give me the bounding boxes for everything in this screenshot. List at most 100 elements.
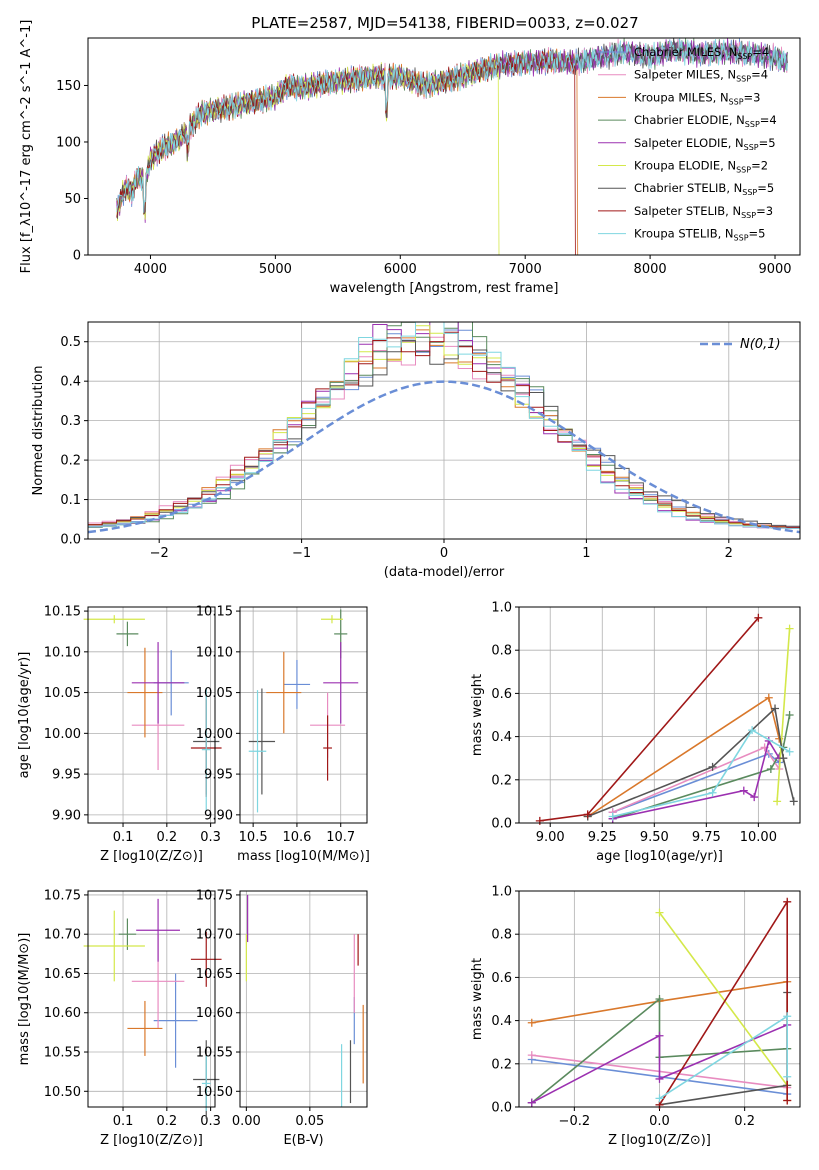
mass-vs-ebv-ytick-label: 10.70 (196, 928, 233, 943)
weight-vs-z-marker-kroupa_stelib (655, 1094, 664, 1103)
age-vs-mass-xtick-label: 10.5 (239, 830, 268, 845)
weight-vs-z-xtick-label: 0.2 (734, 1114, 755, 1129)
spectrum-xtick-label: 5000 (259, 262, 292, 277)
age-vs-mass-point-salpeter_stelib (323, 715, 332, 781)
age-vs-z-frame (87, 606, 216, 824)
age-vs-z-ytick-label: 10.15 (44, 605, 81, 620)
weight-vs-age-marker-salpeter_elodie (750, 793, 759, 802)
weight-vs-z-ytick-label: 0.2 (491, 1057, 512, 1072)
mass-vs-z-point-salpeter_elodie (136, 898, 180, 962)
residual-hist-ytick-label: 0.1 (60, 493, 81, 508)
weight-vs-z-marker-salpeter_elodie (527, 1098, 536, 1107)
age-vs-mass-point-chabrier_miles (283, 659, 311, 709)
weight-vs-age-ytick-label: 0.0 (491, 817, 512, 832)
mass-vs-z-xlabel: Z [log10(Z/Z⊙)] (100, 1133, 203, 1148)
weight-vs-age-marker-chabrier_stelib (789, 797, 798, 806)
weight-vs-age-marker-salpeter_stelib (535, 816, 544, 825)
residual-hist-frame (87, 321, 801, 540)
spectrum-title: PLATE=2587, MJD=54138, FIBERID=0033, z=0… (251, 14, 638, 32)
age-vs-z-ylabel: age [log10(age/yr)] (17, 652, 32, 779)
weight-vs-age-marker-salpeter_stelib (754, 613, 763, 622)
reference-gaussian-curve (87, 380, 801, 534)
residual-hist-ytick-label: 0.2 (60, 454, 81, 469)
weight-vs-z-axes: −0.2 0.0 0.2 0.0 0.2 0.4 0.6 0.8 1.0 (491, 885, 800, 1129)
age-vs-z-point-kroupa_miles (127, 647, 163, 738)
residual-hist-xtick-label: 2 (725, 546, 733, 561)
weight-vs-z-marker-salpeter_stelib (783, 897, 792, 906)
legend-entry-chabrier_elodie: Chabrier ELODIE, NSSP=4 (634, 113, 777, 129)
residual-hist-xtick-label: 1 (582, 546, 590, 561)
age-vs-z-ytick-label: 9.90 (52, 808, 81, 823)
weight-vs-age-marker-chabrier_stelib (771, 704, 780, 713)
age-vs-mass-point-kroupa_miles (266, 651, 302, 734)
mass-vs-z-ytick-label: 10.75 (44, 888, 81, 903)
age-vs-z-xtick-label: 0.3 (200, 830, 221, 845)
legend-entry-salpeter_stelib: Salpeter STELIB, NSSP=3 (634, 204, 773, 220)
age-vs-mass-ytick-label: 10.00 (196, 727, 233, 742)
age-vs-mass-ytick-label: 10.10 (196, 645, 233, 660)
weight-vs-age-series-kroupa_miles (587, 696, 780, 818)
weight-vs-age-series-salpeter_stelib (539, 617, 760, 822)
spectrum-axes: 4000 5000 6000 7000 8000 9000 0 50 100 150 (56, 79, 791, 277)
weight-vs-z-ytick-label: 0.4 (491, 1014, 512, 1029)
mass-vs-z-frame (87, 890, 216, 1108)
residual-hist-ylabel: Normed distribution (31, 366, 46, 496)
weight-vs-age-xtick-label: 9.75 (692, 830, 721, 845)
age-vs-z-point-kroupa_stelib (201, 688, 211, 811)
mass-vs-z-ylabel: mass [log10(M/M⊙)] (17, 933, 32, 1066)
weight-vs-age-xlabel: age [log10(age/yr)] (596, 849, 723, 864)
spectrum-xlabel: wavelength [Angstrom, rest frame] (330, 281, 559, 296)
mass-vs-ebv-xtick-label: 0.05 (295, 1114, 324, 1129)
weight-vs-z-series-chabrier_elodie (531, 997, 788, 1104)
age-vs-z-xtick-label: 0.1 (113, 830, 134, 845)
weight-vs-z-series-chabrier_stelib (659, 992, 788, 1106)
age-vs-z-ytick-label: 10.10 (44, 645, 81, 660)
mass-vs-z-point-chabrier_miles (153, 973, 198, 1068)
weight-vs-z-xtick-label: 0.0 (649, 1114, 670, 1129)
age-vs-mass-xtick-label: 10.6 (282, 830, 311, 845)
weight-vs-age-frame (518, 606, 801, 824)
spectrum-ylabel: Flux [f_λ10^-17 erg cm^-2 s^-1 A^-1] (19, 20, 34, 274)
mass-vs-z-point-kroupa_miles (127, 1000, 163, 1056)
weight-vs-z-series-salpeter_stelib (658, 899, 788, 1106)
age-vs-mass-frame (239, 606, 368, 824)
weight-vs-age-marker-kroupa_elodie (785, 624, 794, 633)
weight-vs-age-marker-chabrier_elodie (766, 765, 775, 773)
weight-vs-age-series-kroupa_elodie (776, 628, 791, 802)
age-vs-mass-point-chabrier_stelib (248, 688, 276, 795)
spectrum-line-kroupa_stelib (116, 38, 788, 213)
hist-legend-label: N(0,1) (740, 337, 781, 352)
mass-vs-ebv-xtick-label: 0.00 (232, 1114, 261, 1129)
residual-hist-xtick-label: −2 (150, 546, 169, 561)
spectrum-legend: Chabrier MILES, NSSP=4 Salpeter MILES, NS… (598, 45, 777, 243)
weight-vs-z-frame (518, 890, 801, 1108)
age-vs-mass-xtick-label: 10.7 (326, 830, 355, 845)
spectrum-xtick-label: 4000 (134, 262, 167, 277)
weight-vs-z-marker-salpeter_elodie (655, 1074, 664, 1083)
legend-entry-chabrier_stelib: Chabrier STELIB, NSSP=5 (634, 181, 774, 197)
weight-vs-z-marker-kroupa_stelib (783, 1012, 792, 1021)
spectrum-xtick-label: 9000 (758, 262, 791, 277)
mass-vs-z-point-kroupa_elodie (83, 910, 145, 982)
age-vs-mass-ytick-label: 9.90 (204, 808, 233, 823)
residual-hist-xlabel: (data-model)/error (384, 565, 505, 580)
weight-vs-z-ylabel: mass weight (470, 958, 485, 1040)
mass-vs-z-xtick-label: 0.2 (156, 1114, 177, 1129)
spectrum-xtick-label: 6000 (384, 262, 417, 277)
weight-vs-z-series-kroupa_elodie (658, 912, 788, 1086)
age-vs-mass-ytick-label: 10.15 (196, 605, 233, 620)
weight-vs-age-xtick-label: 9.50 (640, 830, 669, 845)
age-vs-mass-ytick-label: 9.95 (204, 768, 233, 783)
spectrum-ytick-label: 100 (56, 135, 81, 150)
mass-vs-ebv-axes: 0.00 0.05 10.50 10.55 10.60 10.65 10.70 10.75 (196, 888, 367, 1129)
residual-hist-xtick-label: −1 (292, 546, 311, 561)
weight-vs-z-marker-kroupa_miles (527, 1018, 536, 1027)
mass-vs-z-ytick-label: 10.50 (44, 1085, 81, 1100)
weight-vs-age-xtick-label: 9.25 (588, 830, 617, 845)
weight-vs-age-marker-chabrier_stelib (779, 754, 788, 763)
weight-vs-z-marker-salpeter_elodie (655, 1031, 664, 1040)
weight-vs-age-xtick-label: 10.00 (740, 830, 777, 845)
legend-entry-salpeter_miles: Salpeter MILES, NSSP=4 (634, 68, 768, 84)
spectrum-xtick-label: 7000 (509, 262, 542, 277)
